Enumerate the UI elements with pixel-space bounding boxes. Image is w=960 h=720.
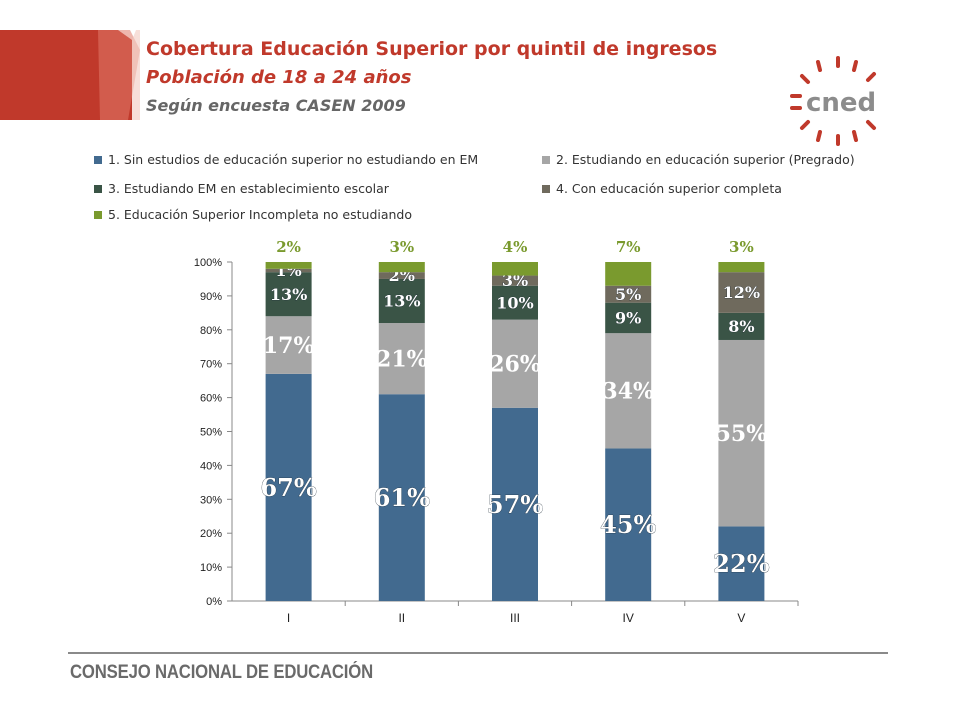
- data-label: 2%: [276, 238, 301, 256]
- y-tick-label: 80%: [200, 325, 222, 337]
- y-tick-label: 60%: [200, 393, 222, 405]
- data-label: 9%: [615, 309, 641, 328]
- bar-segment: [718, 312, 765, 340]
- logo-text: cned: [806, 88, 876, 118]
- data-label: 4%: [503, 238, 528, 256]
- legend-label: 1. Sin estudios de educación superior no…: [108, 152, 479, 167]
- footer-divider: [68, 652, 888, 654]
- data-label: 67%: [260, 473, 316, 502]
- chart-source: Según encuesta CASEN 2009: [146, 96, 406, 115]
- footer-text: CONSEJO NACIONAL DE EDUCACIÓN: [70, 662, 374, 683]
- x-tick-label: II: [398, 611, 405, 625]
- bar-segment: [378, 272, 425, 279]
- bar-segment: [265, 262, 312, 269]
- cned-logo: cned: [790, 56, 876, 146]
- chart-subtitle: Población de 18 a 24 años: [146, 67, 412, 88]
- legend-item-2: 2. Estudiando en educación superior (Pre…: [542, 152, 855, 167]
- bar-segment: [605, 302, 652, 334]
- legend-item-4: 4. Con educación superior completa: [542, 181, 782, 196]
- y-tick-label: 100%: [194, 257, 222, 269]
- legend-label: 2. Estudiando en educación superior (Pre…: [556, 152, 855, 167]
- data-label: 7%: [616, 238, 641, 256]
- data-label: 13%: [270, 285, 307, 304]
- bar-segment: [378, 262, 425, 273]
- y-tick-label: 70%: [200, 359, 222, 371]
- bar-segment: [605, 262, 652, 286]
- data-label: 45%: [600, 510, 656, 539]
- bar-segment: [378, 323, 425, 395]
- data-label: 17%: [263, 333, 315, 359]
- y-tick-label: 50%: [200, 427, 222, 439]
- y-tick-label: 10%: [200, 562, 222, 574]
- bar-segment: [718, 262, 765, 273]
- bar-segment: [378, 278, 425, 324]
- data-label: 13%: [383, 292, 420, 311]
- x-tick-label: IV: [623, 611, 634, 625]
- data-label: 10%: [496, 293, 533, 312]
- y-tick-label: 90%: [200, 291, 222, 303]
- data-label: 55%: [716, 421, 768, 447]
- legend-swatch: [94, 184, 102, 193]
- legend-label: 5. Educación Superior Incompleta no estu…: [108, 207, 413, 222]
- bar-segment: [718, 526, 765, 601]
- bar-segment: [492, 275, 538, 286]
- x-tick-label: I: [287, 611, 290, 625]
- data-label: 57%: [487, 490, 543, 519]
- data-label: 34%: [602, 379, 654, 405]
- legend-swatch: [542, 155, 550, 164]
- data-label: 22%: [713, 549, 769, 578]
- y-tick-label: 40%: [200, 460, 222, 472]
- data-label: 3%: [502, 271, 528, 290]
- y-tick-label: 30%: [200, 494, 222, 506]
- data-label: 3%: [729, 238, 754, 256]
- bar-segment: [605, 285, 652, 303]
- bar-segment: [265, 316, 312, 374]
- bar-segment: [492, 319, 538, 408]
- chart-legend: 1. Sin estudios de educación superior no…: [94, 152, 914, 232]
- x-tick-label: V: [737, 611, 745, 625]
- bar-segment: [492, 407, 538, 601]
- data-label: 21%: [376, 346, 428, 372]
- legend-item-1: 1. Sin estudios de educación superior no…: [94, 152, 478, 167]
- data-label: 26%: [489, 351, 541, 377]
- bar-segment: [492, 262, 538, 276]
- bar-segment: [265, 373, 312, 601]
- legend-swatch: [94, 155, 102, 164]
- bar-segment: [378, 394, 425, 601]
- data-label: 5%: [615, 285, 641, 304]
- bar-segment: [265, 268, 312, 273]
- data-label: 3%: [389, 238, 414, 256]
- data-label: 12%: [723, 283, 760, 302]
- legend-item-3: 3. Estudiando EM en establecimiento esco…: [94, 181, 389, 196]
- chart-title: Cobertura Educación Superior por quintil…: [146, 38, 718, 60]
- legend-item-5: 5. Educación Superior Incompleta no estu…: [94, 207, 412, 222]
- x-tick-label: III: [510, 611, 520, 625]
- data-label: 8%: [728, 317, 754, 336]
- bar-segment: [718, 339, 765, 527]
- legend-label: 4. Con educación superior completa: [556, 181, 782, 196]
- y-tick-label: 20%: [200, 528, 222, 540]
- legend-swatch: [94, 210, 102, 219]
- header-banner: [0, 30, 140, 120]
- bar-segment: [605, 333, 652, 449]
- bar-segment: [265, 272, 312, 317]
- data-label: 61%: [374, 483, 430, 512]
- legend-label: 3. Estudiando EM en establecimiento esco…: [108, 181, 389, 196]
- bar-segment: [718, 272, 765, 313]
- legend-swatch: [542, 184, 550, 193]
- logo-rays-icon: [790, 56, 876, 146]
- y-tick-label: 0%: [206, 596, 222, 608]
- bar-segment: [492, 285, 538, 320]
- bar-segment: [605, 448, 652, 601]
